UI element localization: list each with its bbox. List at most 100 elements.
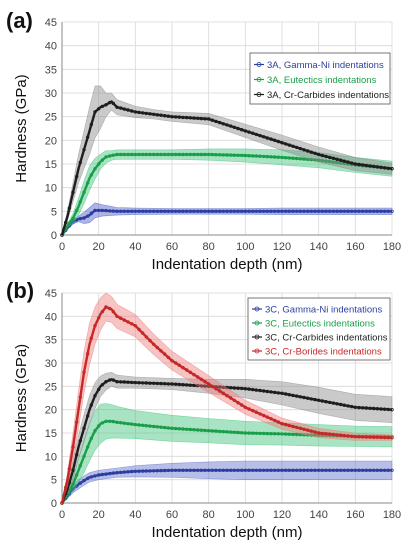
x-tick-label: 120 xyxy=(273,241,291,253)
data-point xyxy=(269,390,273,394)
data-point xyxy=(361,435,365,439)
data-point xyxy=(133,422,137,427)
data-point xyxy=(144,111,148,116)
legend-marker xyxy=(256,77,262,82)
data-point xyxy=(85,476,90,481)
data-point xyxy=(93,110,97,114)
data-point xyxy=(273,209,277,213)
data-point xyxy=(159,349,163,353)
data-point xyxy=(239,127,244,132)
data-point xyxy=(137,327,141,332)
data-point xyxy=(302,157,306,161)
data-point xyxy=(280,209,284,213)
data-point xyxy=(317,158,321,162)
data-point xyxy=(236,153,240,157)
data-point xyxy=(284,422,288,427)
data-point xyxy=(335,157,339,161)
data-point xyxy=(151,152,156,157)
y-tick-label: 10 xyxy=(45,451,57,463)
data-point xyxy=(250,154,255,158)
data-point xyxy=(364,209,368,213)
legend: 3C, Gamma-Ni indentations 3C, Eutectics i… xyxy=(247,297,391,361)
data-point xyxy=(177,152,181,157)
data-point xyxy=(287,209,291,213)
data-point xyxy=(107,419,112,423)
data-point xyxy=(276,432,280,436)
data-point xyxy=(346,404,350,408)
data-point xyxy=(269,137,273,141)
data-point xyxy=(140,423,145,427)
data-point xyxy=(361,468,365,472)
data-point xyxy=(166,382,170,386)
data-point xyxy=(317,209,321,213)
data-point xyxy=(280,155,284,160)
data-point xyxy=(232,153,236,157)
panel-label: (b) xyxy=(6,278,34,303)
legend-label: 3A, Eutectics indentations xyxy=(267,75,377,86)
data-point xyxy=(346,160,350,164)
data-point xyxy=(115,380,119,384)
data-point xyxy=(236,126,240,131)
data-point xyxy=(298,426,302,430)
data-point xyxy=(306,396,310,400)
data-point xyxy=(104,419,108,423)
data-point xyxy=(155,209,159,213)
data-point xyxy=(368,435,372,439)
data-point xyxy=(324,432,328,436)
data-point xyxy=(291,432,295,437)
data-point xyxy=(353,209,357,213)
data-point xyxy=(258,431,262,436)
data-point xyxy=(342,403,346,407)
data-point xyxy=(96,107,101,111)
data-point xyxy=(96,162,101,166)
data-point xyxy=(82,148,86,152)
data-point xyxy=(82,478,86,483)
data-point xyxy=(184,115,189,120)
data-point xyxy=(206,382,211,386)
y-tick-label: 35 xyxy=(45,64,57,76)
data-point xyxy=(258,412,262,416)
data-point xyxy=(372,164,376,169)
y-tick-label: 30 xyxy=(45,358,57,370)
data-point xyxy=(188,152,192,157)
error-band xyxy=(61,202,393,236)
data-point xyxy=(129,422,134,426)
data-point xyxy=(199,116,203,121)
data-point xyxy=(232,209,236,213)
series-line xyxy=(60,378,393,504)
data-point xyxy=(228,396,233,400)
data-point xyxy=(107,306,112,311)
data-point xyxy=(247,209,251,213)
data-point xyxy=(188,370,192,374)
data-point xyxy=(195,375,200,379)
data-point xyxy=(159,152,163,157)
data-point xyxy=(151,424,156,429)
data-point xyxy=(262,431,266,436)
data-point xyxy=(133,380,137,385)
data-point xyxy=(115,152,119,157)
data-point xyxy=(93,474,97,478)
data-point xyxy=(104,472,108,476)
data-point xyxy=(331,209,335,213)
data-point xyxy=(89,436,93,441)
data-point xyxy=(173,152,178,157)
data-point xyxy=(236,468,240,472)
data-point xyxy=(221,153,225,157)
data-point xyxy=(111,419,115,424)
data-point xyxy=(239,153,244,158)
data-point xyxy=(247,153,251,158)
data-point xyxy=(254,431,258,435)
data-point xyxy=(335,209,339,213)
data-point xyxy=(258,209,262,213)
data-point xyxy=(126,108,130,112)
data-point xyxy=(379,165,383,169)
data-point xyxy=(225,394,229,398)
data-point xyxy=(104,103,108,107)
data-point xyxy=(217,209,222,213)
data-point xyxy=(353,405,357,409)
data-point xyxy=(107,100,112,105)
data-point xyxy=(173,426,178,431)
data-point xyxy=(342,159,346,163)
data-point xyxy=(115,314,119,318)
data-point xyxy=(265,415,269,419)
